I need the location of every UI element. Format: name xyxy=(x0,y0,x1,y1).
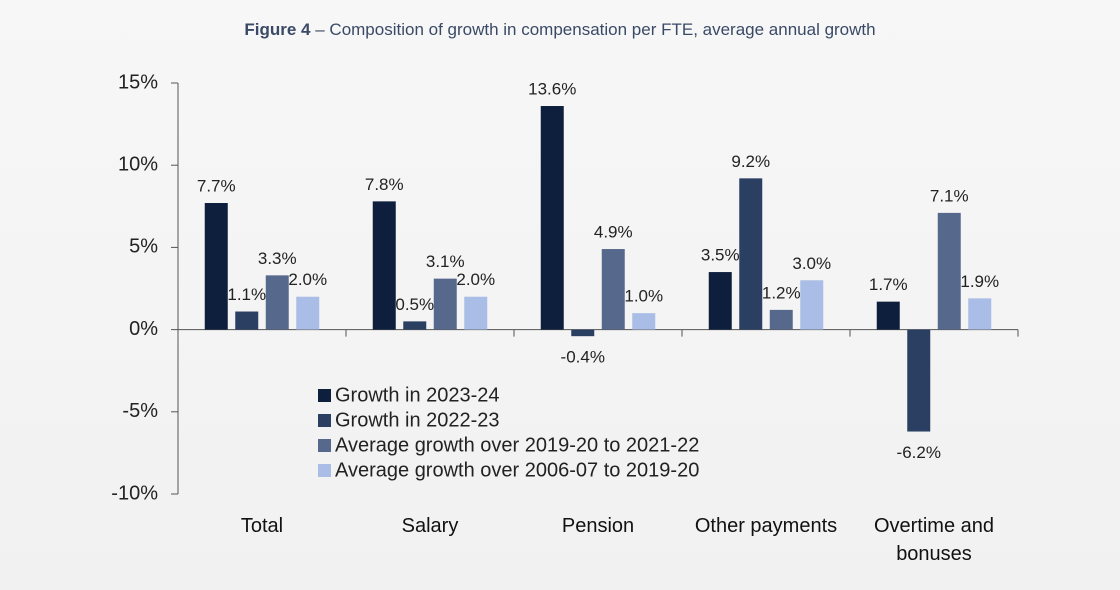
bar xyxy=(708,272,732,330)
legend-label: Growth in 2022-23 xyxy=(335,409,500,431)
bar xyxy=(296,296,320,330)
legend-swatch xyxy=(318,464,331,477)
bar xyxy=(876,301,900,330)
legend-swatch xyxy=(318,439,331,452)
bar xyxy=(403,321,427,330)
bar xyxy=(265,275,289,330)
bar xyxy=(907,329,931,432)
figure-label: Figure 4 xyxy=(244,20,311,39)
chart-title: – Composition of growth in compensation … xyxy=(315,20,876,39)
value-label: 3.0% xyxy=(792,254,831,273)
y-tick-label: 5% xyxy=(129,236,158,258)
value-label: 7.8% xyxy=(365,175,404,194)
bar xyxy=(769,309,793,330)
value-label: -0.4% xyxy=(561,348,605,367)
value-label: 3.1% xyxy=(426,252,465,271)
value-label: -6.2% xyxy=(897,443,941,462)
value-label: 1.9% xyxy=(960,272,999,291)
legend-label: Average growth over 2006-07 to 2019-20 xyxy=(335,459,699,481)
bar xyxy=(464,296,488,330)
x-tick-label: Total xyxy=(240,515,284,537)
bar xyxy=(235,311,259,330)
bar xyxy=(571,329,595,337)
bar xyxy=(601,249,625,330)
bar xyxy=(540,106,564,330)
value-label: 7.7% xyxy=(197,176,236,195)
value-label: 3.3% xyxy=(258,249,297,268)
value-label: 4.9% xyxy=(594,223,633,242)
bar xyxy=(968,298,992,330)
x-tick-label: Salary xyxy=(401,515,459,537)
title: Figure 4 – Composition of growth in comp… xyxy=(0,20,1120,40)
bar xyxy=(372,201,396,330)
value-label: 1.0% xyxy=(624,287,663,306)
legend-swatch xyxy=(318,414,331,427)
x-tick-label: Other payments xyxy=(694,515,838,537)
legend-label: Growth in 2023-24 xyxy=(335,384,500,406)
value-label: 13.6% xyxy=(528,80,576,99)
value-label: 7.1% xyxy=(930,186,969,205)
bar xyxy=(433,278,457,330)
bar xyxy=(937,212,961,330)
value-label: 0.5% xyxy=(395,295,434,314)
bar xyxy=(800,280,824,330)
y-tick-label: -10% xyxy=(111,482,158,504)
x-tick-label: Overtime and bonuses xyxy=(873,515,995,565)
value-label: 2.0% xyxy=(456,270,495,289)
bar xyxy=(632,313,656,330)
bar xyxy=(739,178,763,330)
value-label: 9.2% xyxy=(731,152,770,171)
value-label: 1.7% xyxy=(869,275,908,294)
bar xyxy=(204,203,228,330)
legend-label: Average growth over 2019-20 to 2021-22 xyxy=(335,434,699,456)
y-tick-label: -5% xyxy=(122,400,158,422)
value-label: 1.2% xyxy=(762,283,801,302)
y-tick-label: 10% xyxy=(118,153,158,175)
value-label: 2.0% xyxy=(288,270,327,289)
y-tick-label: 15% xyxy=(118,71,158,93)
value-label: 1.1% xyxy=(227,285,266,304)
value-label: 3.5% xyxy=(701,246,740,265)
legend-swatch xyxy=(318,389,331,402)
y-tick-label: 0% xyxy=(129,318,158,340)
x-tick-label: Pension xyxy=(561,515,635,537)
